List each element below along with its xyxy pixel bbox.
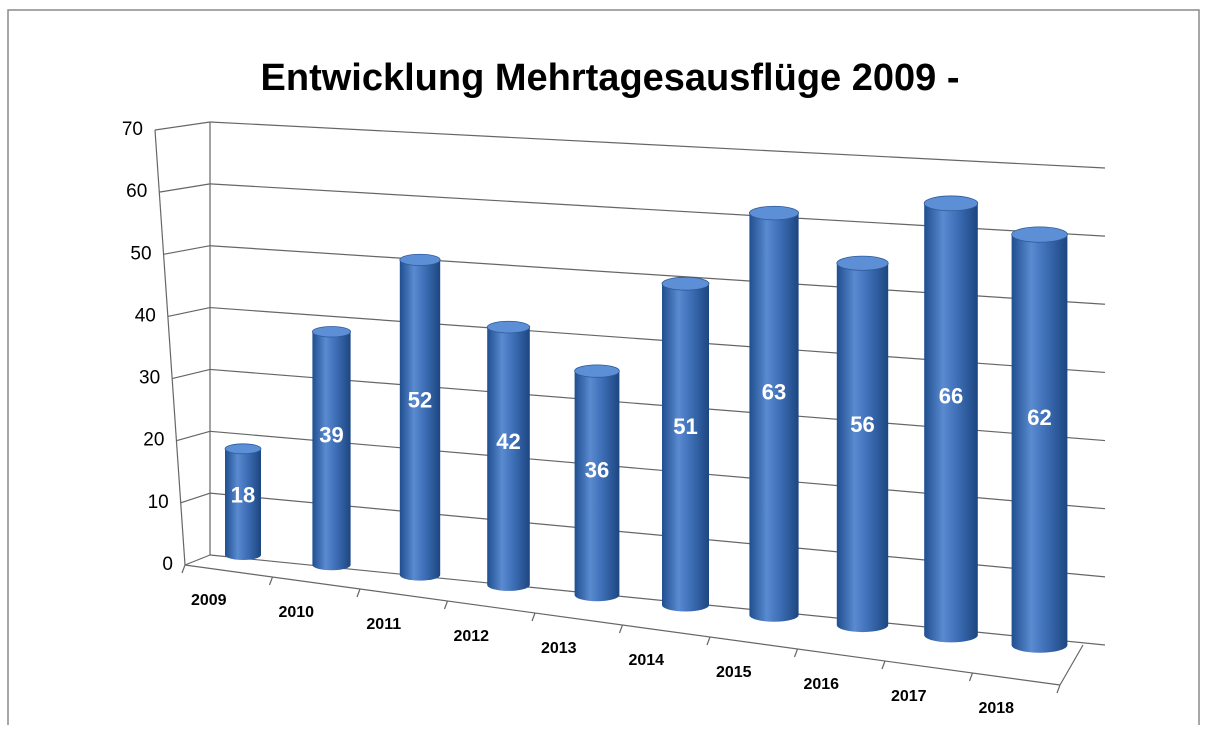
x-tick-label: 2009 xyxy=(191,592,227,609)
x-tick xyxy=(181,564,186,574)
data-label: 52 xyxy=(408,387,432,412)
frame xyxy=(7,9,1200,730)
side-grid-line xyxy=(184,554,211,566)
x-tick-label: 2016 xyxy=(803,676,839,693)
bar-top xyxy=(923,195,979,212)
x-tick xyxy=(881,660,886,670)
y-tick-label: 70 xyxy=(122,119,143,140)
data-label: 51 xyxy=(673,414,697,439)
side-grid-line xyxy=(172,368,211,380)
grid-line xyxy=(209,121,1106,169)
bar-top xyxy=(1011,226,1068,243)
bar xyxy=(574,371,620,602)
data-label: 63 xyxy=(762,380,786,405)
bar-top xyxy=(224,443,262,455)
x-tick xyxy=(1056,684,1061,694)
bar-top xyxy=(311,326,351,338)
x-tick-label: 2015 xyxy=(716,664,752,681)
y-tick-label: 50 xyxy=(130,243,151,264)
x-tick-label: 2012 xyxy=(453,628,489,645)
side-grid-line xyxy=(154,121,211,131)
data-label: 42 xyxy=(496,429,520,454)
x-tick-label: 2018 xyxy=(978,700,1014,717)
bar xyxy=(487,327,530,591)
y-tick-label: 60 xyxy=(126,181,147,202)
x-tick xyxy=(531,612,536,622)
x-tick xyxy=(356,588,361,598)
bar-top xyxy=(661,276,710,291)
side-grid-line xyxy=(176,430,211,442)
data-label: 62 xyxy=(1027,405,1051,430)
y-tick-label: 40 xyxy=(135,305,156,326)
data-label: 18 xyxy=(231,482,255,507)
side-grid-line xyxy=(159,183,211,193)
bar xyxy=(1011,234,1068,653)
x-tick xyxy=(618,624,624,634)
side-grid-line xyxy=(163,245,211,255)
bar-top xyxy=(749,205,800,221)
bar-top xyxy=(836,255,889,271)
y-tick-label: 10 xyxy=(148,492,169,513)
x-tick-label: 2011 xyxy=(366,616,401,633)
x-tick xyxy=(793,648,799,658)
bar xyxy=(225,448,261,560)
y-tick-label: 30 xyxy=(139,368,160,389)
data-label: 39 xyxy=(319,423,343,448)
y-axis xyxy=(154,129,186,566)
x-tick xyxy=(706,636,711,646)
bar xyxy=(312,331,351,571)
bar xyxy=(399,259,441,581)
x-tick-label: 2010 xyxy=(278,604,314,621)
floor-right-edge xyxy=(1059,644,1084,686)
bar xyxy=(662,283,709,612)
y-tick-label: 0 xyxy=(162,554,173,575)
bar xyxy=(836,263,889,633)
y-tick-label: 20 xyxy=(143,430,164,451)
axes: 0 10 20 30 40 50 60 70 xyxy=(122,119,1106,694)
data-label: 66 xyxy=(939,383,963,408)
bar xyxy=(749,213,799,622)
bar-top xyxy=(486,320,531,334)
x-tick-label: 2014 xyxy=(628,652,664,669)
x-tick xyxy=(268,576,274,586)
x-tick xyxy=(443,600,449,610)
side-grid-line xyxy=(180,492,211,504)
x-tick-label: 2013 xyxy=(541,640,577,657)
bar-top xyxy=(574,364,620,378)
x-tick-label: 2017 xyxy=(891,688,927,705)
x-tick xyxy=(968,672,974,682)
bars: 18 2009 39 2010 52 2011 42 2012 36 2013 51 2014 63 20… xyxy=(191,195,1068,717)
side-grid-line xyxy=(167,306,211,318)
chart-title: Entwicklung Mehrtagesausflüge 2009 - xyxy=(261,57,960,99)
bar-top xyxy=(399,253,441,266)
data-label: 56 xyxy=(850,412,874,437)
bar xyxy=(924,203,978,643)
data-label: 36 xyxy=(585,458,609,483)
